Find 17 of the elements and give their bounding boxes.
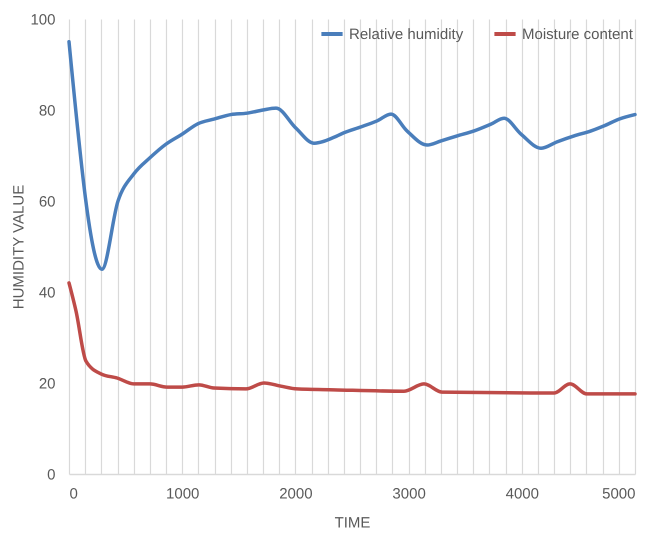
- y-tick-label: 0: [47, 466, 56, 484]
- y-tick-label: 100: [30, 12, 56, 28]
- y-axis-title: HUMIDITY VALUE: [10, 184, 28, 310]
- y-tick-label: 20: [38, 376, 56, 392]
- y-tick-label: 80: [38, 102, 56, 120]
- y-tick-label: 40: [38, 284, 56, 302]
- x-axis-title: TIME: [334, 514, 370, 532]
- legend-label: Moisture content: [522, 26, 634, 43]
- legend-label: Relative humidity: [349, 26, 464, 43]
- y-tick-label: 60: [38, 194, 56, 210]
- x-tick-label: 1000: [166, 486, 200, 502]
- x-tick-label: 5000: [602, 486, 636, 502]
- x-tick-label: 0: [70, 486, 78, 502]
- x-tick-label: 4000: [506, 486, 539, 502]
- x-tick-label: 2000: [279, 486, 313, 502]
- x-tick-label: 3000: [392, 486, 426, 502]
- line-series: [67, 281, 637, 396]
